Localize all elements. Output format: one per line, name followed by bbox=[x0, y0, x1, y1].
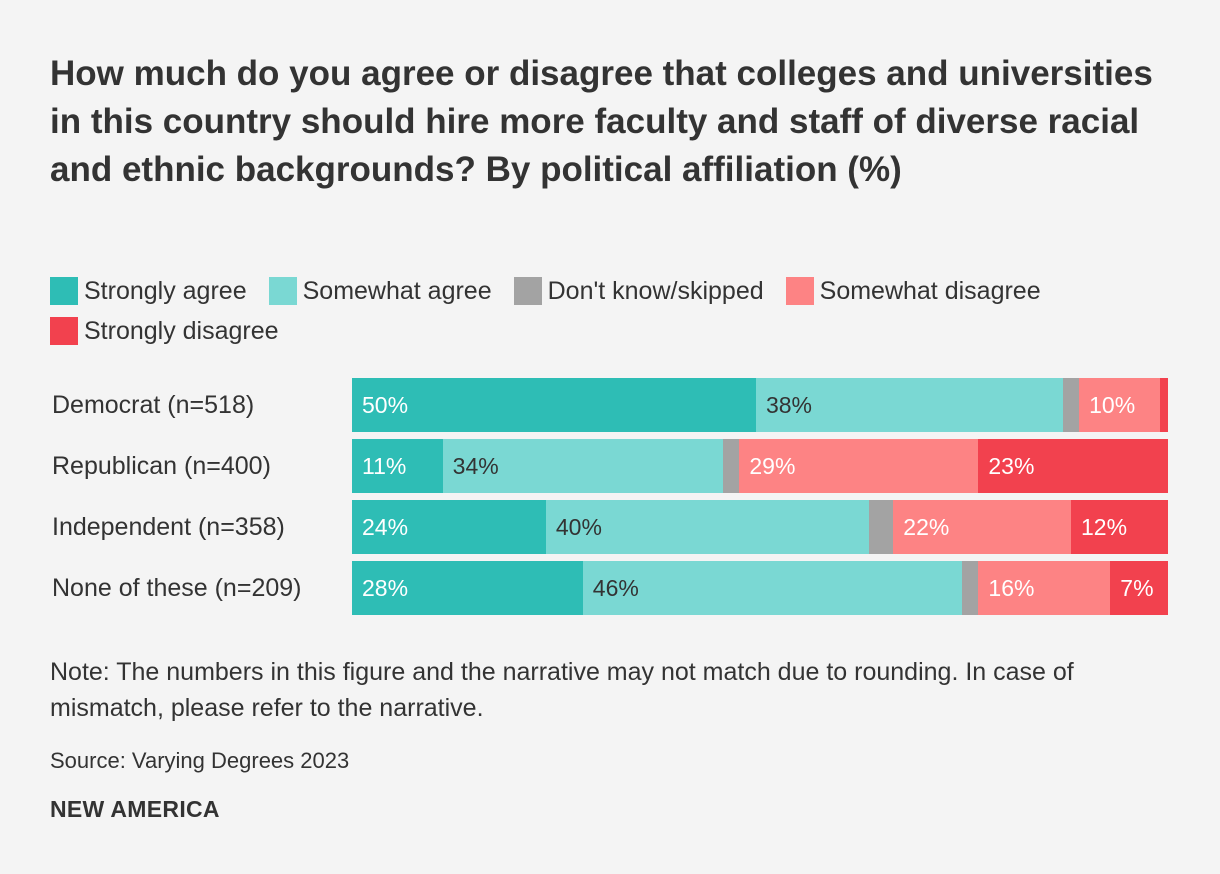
bar-segment bbox=[1159, 378, 1168, 432]
bar-segment: 10% bbox=[1079, 378, 1160, 432]
legend-label: Strongly agree bbox=[84, 277, 247, 305]
legend-item-2: Don't know/skipped bbox=[513, 274, 764, 308]
category-label: None of these (n=209) bbox=[52, 574, 302, 602]
legend-label: Don't know/skipped bbox=[547, 277, 764, 305]
bar-segment bbox=[961, 561, 979, 615]
legend-swatch bbox=[50, 317, 78, 345]
legend-label: Somewhat disagree bbox=[819, 277, 1041, 305]
brand-logo-text: NEW AMERICA bbox=[50, 796, 220, 822]
bar-segment: 28% bbox=[352, 561, 583, 615]
data-label: 29% bbox=[749, 453, 796, 479]
bar-segment: 24% bbox=[352, 500, 546, 554]
data-label: 50% bbox=[362, 392, 409, 418]
bar-row: 50% 38% 10% bbox=[352, 378, 1168, 432]
data-label: 34% bbox=[452, 453, 499, 479]
data-label: 16% bbox=[988, 575, 1035, 601]
data-label: 40% bbox=[555, 514, 602, 540]
bar-segment: 11% bbox=[352, 439, 443, 493]
category-label: Republican (n=400) bbox=[52, 452, 271, 480]
data-label: 23% bbox=[988, 453, 1035, 479]
legend-item-4: Strongly disagree bbox=[50, 314, 279, 348]
bar-segment: 38% bbox=[755, 378, 1063, 432]
data-label: 7% bbox=[1120, 575, 1154, 601]
bar-row: 11% 34% 29% 23% bbox=[352, 439, 1168, 493]
data-label: 11% bbox=[362, 453, 407, 479]
legend-item-1: Somewhat agree bbox=[268, 274, 492, 308]
bar-segment: 23% bbox=[978, 439, 1168, 493]
legend: Strongly agree Somewhat agree Don't know/s… bbox=[50, 274, 1180, 348]
legend-swatch bbox=[513, 277, 542, 305]
bar-segment bbox=[869, 500, 894, 554]
bar-row: 28% 46% 16% 7% bbox=[352, 561, 1168, 615]
legend-swatch bbox=[50, 277, 78, 305]
chart-note: Note: The numbers in this figure and the… bbox=[50, 658, 1074, 722]
chart-title: How much do you agree or disagree that c… bbox=[50, 54, 1153, 189]
bar-segment: 40% bbox=[545, 500, 870, 554]
data-label: 12% bbox=[1081, 514, 1128, 540]
legend-item-3: Somewhat disagree bbox=[785, 274, 1041, 308]
legend-swatch bbox=[268, 277, 297, 305]
bar-row: 24% 40% 22% 12% bbox=[352, 500, 1168, 554]
data-label: 46% bbox=[592, 575, 639, 601]
bar-segment bbox=[722, 439, 740, 493]
data-label: 22% bbox=[903, 514, 950, 540]
chart-source: Source: Varying Degrees 2023 bbox=[50, 748, 350, 773]
bar-segment: 16% bbox=[978, 561, 1111, 615]
bar-segment: 46% bbox=[582, 561, 962, 615]
legend-item-0: Strongly agree bbox=[50, 274, 247, 308]
bar-segment: 34% bbox=[442, 439, 723, 493]
data-label: 28% bbox=[362, 575, 409, 601]
category-label: Democrat (n=518) bbox=[52, 391, 255, 419]
legend-label: Strongly disagree bbox=[84, 317, 279, 345]
category-label: Independent (n=358) bbox=[52, 513, 285, 541]
bar-segment bbox=[1062, 378, 1080, 432]
bar-segment: 12% bbox=[1071, 500, 1168, 554]
data-label: 10% bbox=[1089, 392, 1136, 418]
data-label: 38% bbox=[765, 392, 812, 418]
bar-segment: 22% bbox=[893, 500, 1072, 554]
bar-segment: 50% bbox=[352, 378, 756, 432]
legend-label: Somewhat agree bbox=[302, 277, 492, 305]
data-label: 24% bbox=[362, 514, 409, 540]
legend-swatch bbox=[785, 277, 814, 305]
bar-segment: 7% bbox=[1110, 561, 1168, 615]
bar-segment: 29% bbox=[739, 439, 979, 493]
